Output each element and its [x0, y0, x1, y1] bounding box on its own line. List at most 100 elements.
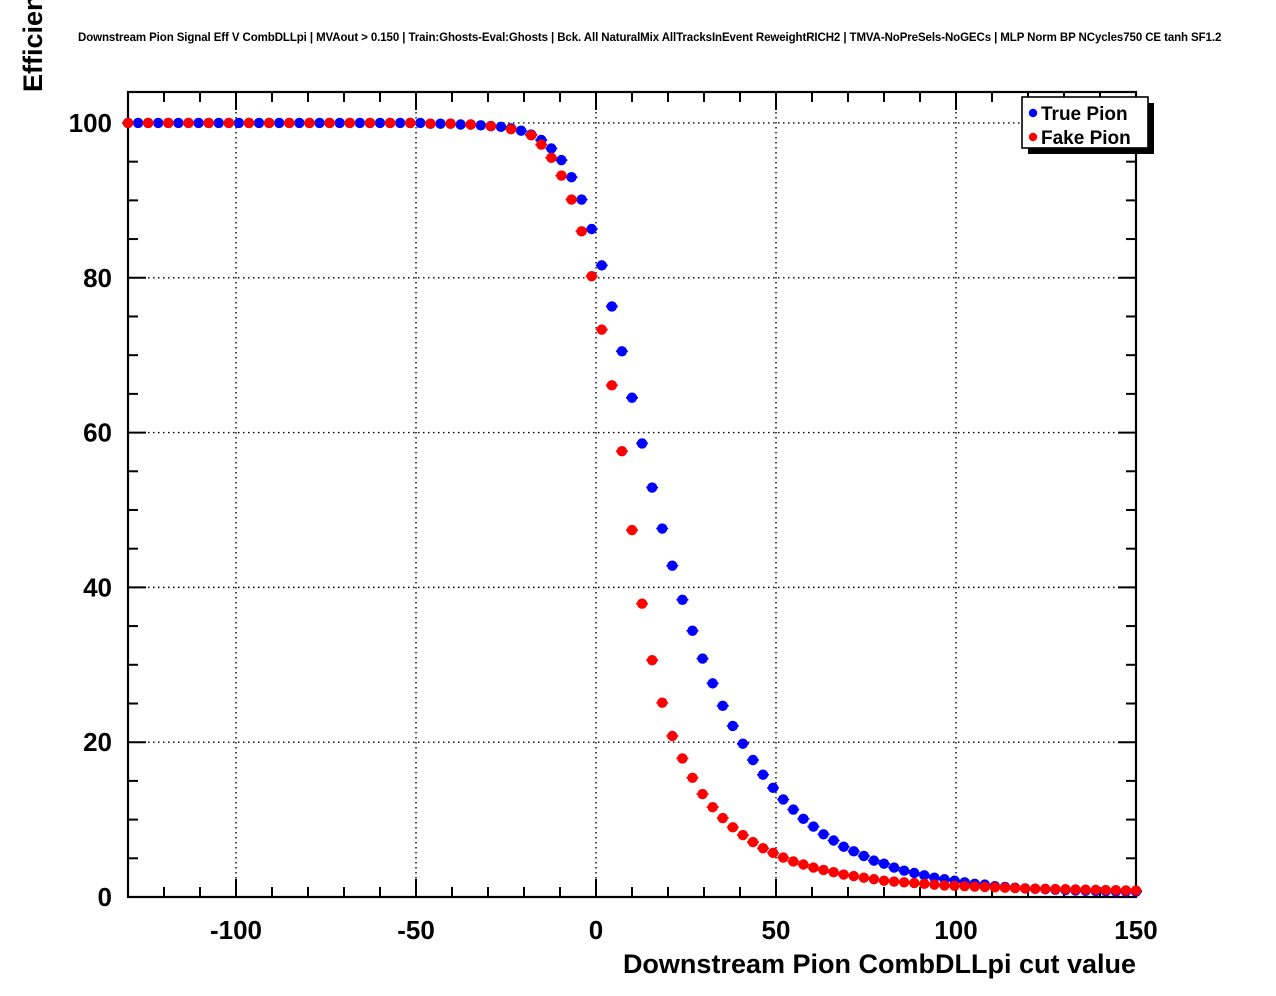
- data-point: [495, 121, 507, 133]
- data-point: [969, 881, 980, 892]
- data-point: [294, 117, 305, 129]
- data-point: [415, 117, 426, 129]
- legend-label-true-pion: True Pion: [1041, 104, 1128, 125]
- data-point: [334, 117, 345, 129]
- data-point: [1009, 882, 1021, 894]
- x-tick-label: -50: [397, 915, 435, 945]
- data-point: [173, 117, 184, 129]
- data-point: [546, 152, 557, 163]
- y-tick-label: 40: [83, 572, 112, 602]
- grid-lines: [128, 92, 1136, 897]
- data-point: [788, 804, 799, 815]
- data-point: [667, 560, 678, 571]
- data-point: [707, 802, 718, 813]
- data-point: [606, 301, 618, 312]
- data-point: [747, 754, 759, 766]
- y-tick-label: 80: [83, 263, 112, 293]
- data-point: [586, 271, 597, 282]
- data-point: [596, 324, 607, 335]
- data-point: [384, 117, 396, 129]
- data-point: [646, 482, 658, 493]
- data-point: [1080, 884, 1091, 895]
- data-point: [747, 836, 759, 848]
- data-point: [566, 171, 577, 183]
- data-point: [274, 117, 285, 129]
- data-point: [354, 117, 366, 129]
- data-point: [818, 864, 829, 876]
- data-point: [808, 862, 819, 873]
- data-point: [203, 117, 214, 129]
- data-point: [515, 125, 527, 136]
- data-point: [304, 117, 315, 129]
- data-point: [284, 117, 295, 129]
- data-point: [717, 700, 728, 712]
- x-tick-label: 50: [762, 915, 791, 945]
- data-point: [163, 117, 174, 129]
- legend[interactable]: True Pion Fake Pion: [1021, 96, 1154, 154]
- data-point: [767, 847, 779, 859]
- x-tick-label: 100: [934, 915, 977, 945]
- data-point: [636, 598, 648, 609]
- data-point: [405, 117, 416, 129]
- data-point: [697, 788, 708, 800]
- data-point: [707, 678, 718, 689]
- y-tick-label: 0: [98, 882, 112, 912]
- data-point: [687, 772, 698, 783]
- data-point: [536, 139, 547, 150]
- data-point: [576, 226, 587, 237]
- data-point: [808, 821, 819, 832]
- data-point: [878, 858, 890, 869]
- data-point: [374, 117, 386, 129]
- legend-box[interactable]: [1021, 96, 1149, 149]
- data-point: [344, 117, 355, 129]
- data-series-layer: [122, 117, 1142, 897]
- data-point: [1040, 883, 1051, 895]
- data-point: [757, 769, 769, 780]
- data-point: [314, 117, 325, 129]
- data-point: [657, 523, 668, 534]
- x-tick-label: 0: [589, 915, 603, 945]
- data-point: [828, 867, 839, 878]
- data-point: [727, 822, 738, 833]
- data-point: [122, 117, 134, 129]
- data-point: [465, 119, 476, 130]
- data-point: [949, 880, 960, 891]
- data-point: [253, 117, 265, 129]
- data-point: [989, 882, 1001, 893]
- data-point: [798, 859, 809, 870]
- data-point: [646, 654, 658, 666]
- axis-frame: [126, 90, 1138, 899]
- data-point: [636, 438, 648, 449]
- data-point: [697, 653, 708, 664]
- axis-titles: Downstream Pion CombDLLpi cut value Effic…: [18, 0, 1136, 979]
- x-tick-label: -100: [210, 915, 262, 945]
- data-point: [868, 855, 880, 866]
- legend-marker-true-pion: [1028, 108, 1038, 118]
- x-tick-label: 150: [1114, 915, 1157, 945]
- data-point: [223, 117, 234, 129]
- data-point: [818, 829, 829, 840]
- data-point: [435, 118, 446, 129]
- data-point: [667, 730, 678, 742]
- data-point: [425, 118, 436, 129]
- data-point: [153, 117, 164, 129]
- y-axis-title: Efficiency / %: [18, 0, 48, 92]
- data-point: [556, 154, 567, 166]
- data-point: [324, 117, 335, 129]
- data-point: [999, 882, 1011, 893]
- data-point: [848, 870, 859, 882]
- data-point: [778, 794, 789, 805]
- data-point: [556, 170, 567, 181]
- data-point: [1019, 883, 1031, 894]
- data-point: [445, 118, 456, 129]
- data-point: [657, 697, 668, 708]
- data-point: [868, 873, 880, 885]
- axis-ticks: [127, 92, 1137, 898]
- data-point: [1100, 884, 1111, 896]
- data-point: [737, 738, 749, 749]
- data-point: [132, 117, 144, 129]
- y-tick-label: 100: [69, 108, 112, 138]
- data-point: [213, 117, 224, 129]
- data-point: [485, 120, 497, 132]
